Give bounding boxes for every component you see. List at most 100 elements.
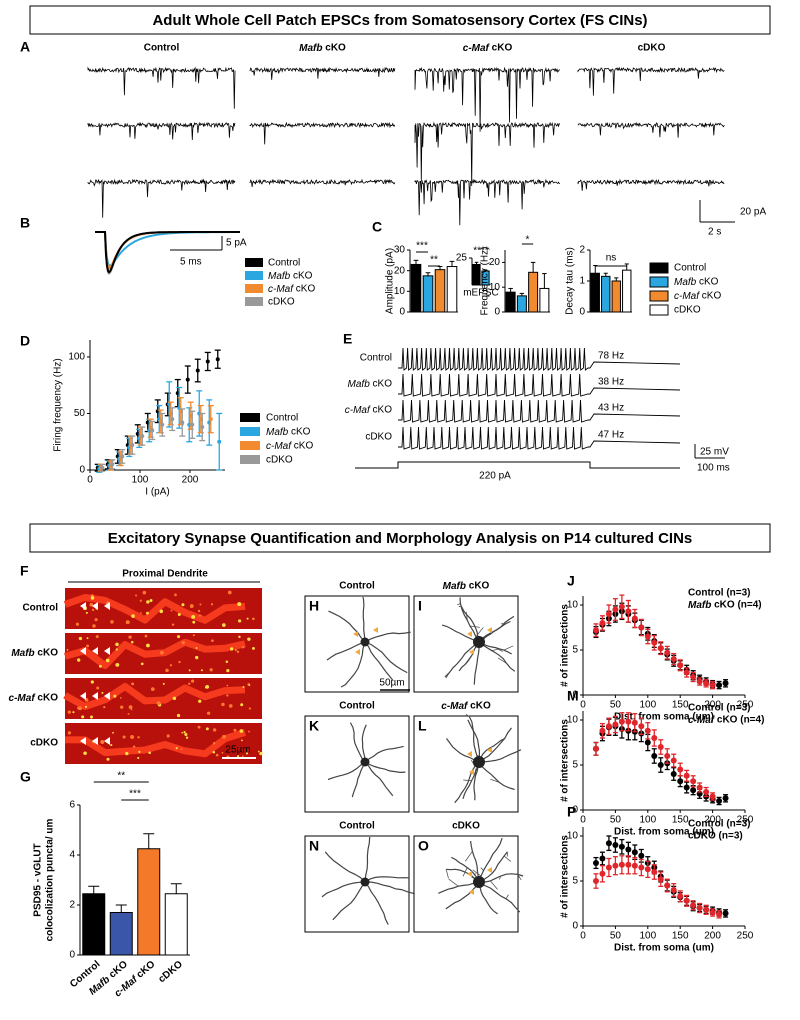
gene-name: c-Maf: [266, 441, 292, 452]
row-label: Mafb cKO: [11, 648, 58, 659]
puncta: [181, 603, 185, 607]
y-tick-label: 0: [572, 921, 578, 932]
data-point: [703, 906, 710, 913]
neurite: [361, 724, 367, 763]
legend-label: Control (n=3): [688, 819, 751, 830]
neurite: [444, 641, 480, 678]
morph-label: Control: [339, 581, 375, 592]
column-header: cDKO: [638, 43, 666, 54]
puncta: [169, 664, 173, 667]
puncta: [234, 649, 237, 651]
y-tick-label: 20: [394, 265, 406, 276]
arrowhead: [467, 631, 472, 637]
data-point: [690, 902, 697, 909]
neurite: [364, 881, 389, 925]
dendrite: [64, 638, 246, 670]
rate-label: 47 Hz: [598, 430, 624, 441]
neurite: [364, 641, 394, 682]
data-point: [716, 911, 723, 918]
puncta: [221, 751, 224, 754]
data-point: [592, 860, 599, 866]
puncta: [90, 596, 95, 600]
epsc-trace: [87, 66, 236, 109]
puncta: [146, 643, 150, 648]
spike-trace: [398, 426, 681, 450]
neurite: [364, 836, 371, 883]
puncta: [149, 598, 153, 602]
arrowhead: [104, 647, 110, 655]
puncta: [142, 590, 147, 595]
legend-label: Control: [266, 413, 298, 424]
neurite: [478, 881, 498, 915]
x-tick-label: 0: [580, 815, 586, 826]
y-tick-label: 10: [489, 282, 501, 293]
puncta: [122, 735, 126, 739]
scale-label: 25 mV: [700, 447, 729, 458]
data-point: [592, 627, 599, 634]
puncta: [190, 679, 195, 683]
data-point: [651, 869, 658, 875]
puncta: [197, 609, 201, 613]
puncta: [241, 755, 244, 758]
arrowhead: [80, 602, 86, 610]
neurite: [517, 874, 522, 881]
section-box: [29, 523, 771, 553]
puncta: [252, 647, 255, 650]
x-tick-label: 100: [132, 475, 149, 486]
neurite: [462, 867, 468, 877]
puncta: [191, 614, 196, 619]
puncta: [90, 715, 93, 719]
soma: [360, 877, 370, 887]
puncta: [189, 604, 194, 608]
arrowhead: [92, 737, 98, 745]
data-point: [625, 846, 632, 853]
epsc-trace: [414, 121, 561, 187]
data-point: [180, 420, 185, 425]
neurite: [478, 761, 515, 791]
gene-name: c-Maf: [9, 693, 37, 704]
puncta: [236, 650, 240, 653]
neurite: [478, 727, 512, 763]
puncta: [131, 614, 135, 618]
data-point: [618, 603, 625, 610]
x-tick-label: 200: [704, 700, 721, 711]
stimulus-label: 220 pA: [479, 471, 511, 482]
puncta: [240, 703, 244, 707]
x-axis-label: Dist. from soma (um): [614, 943, 714, 954]
data-point: [696, 905, 703, 911]
x-tick-label: cDKO: [157, 959, 186, 985]
puncta: [81, 715, 85, 719]
spike-trace: [398, 373, 681, 397]
data-point: [670, 887, 677, 893]
data-point: [618, 861, 625, 868]
stimulus-trace: [355, 461, 680, 469]
x-axis-label: Dist. from soma (um): [614, 712, 714, 723]
legend-label: Mafb cKO (n=4): [688, 600, 762, 611]
puncta: [95, 635, 99, 639]
puncta: [113, 694, 117, 698]
neurite: [364, 876, 410, 883]
puncta: [125, 620, 130, 625]
neurite: [473, 761, 480, 801]
puncta: [165, 668, 169, 673]
y-tick-label: 100: [68, 352, 85, 363]
legend-label: Mafb cKO: [674, 277, 719, 288]
neurite: [351, 761, 366, 798]
y-tick-label: 2: [579, 245, 585, 256]
neurite: [454, 761, 480, 804]
puncta: [199, 603, 202, 606]
data-point: [160, 422, 165, 427]
puncta: [181, 731, 184, 734]
data-point: [683, 669, 690, 676]
y-tick-label: 0: [399, 307, 405, 318]
puncta: [98, 664, 102, 668]
puncta: [83, 751, 87, 756]
puncta: [115, 662, 120, 667]
data-point: [625, 608, 632, 615]
panel-letter: A: [20, 39, 30, 55]
neurite: [478, 873, 524, 883]
neurite: [473, 641, 480, 685]
data-point: [657, 762, 664, 768]
neurite: [321, 881, 366, 898]
legend-label: c-Maf cKO: [674, 291, 721, 302]
